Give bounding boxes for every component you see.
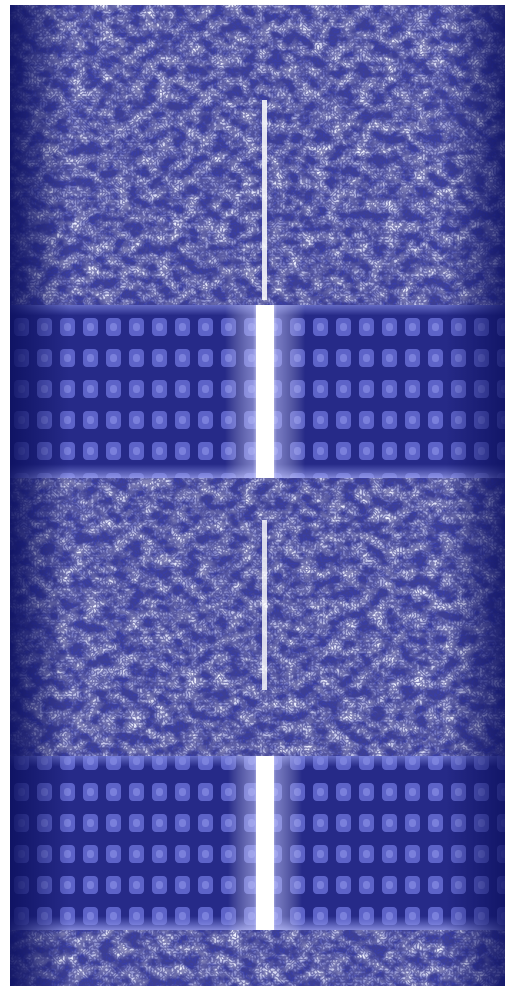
spectrogram-image bbox=[0, 0, 505, 986]
edge-shade bbox=[10, 5, 505, 986]
page bbox=[0, 0, 505, 986]
